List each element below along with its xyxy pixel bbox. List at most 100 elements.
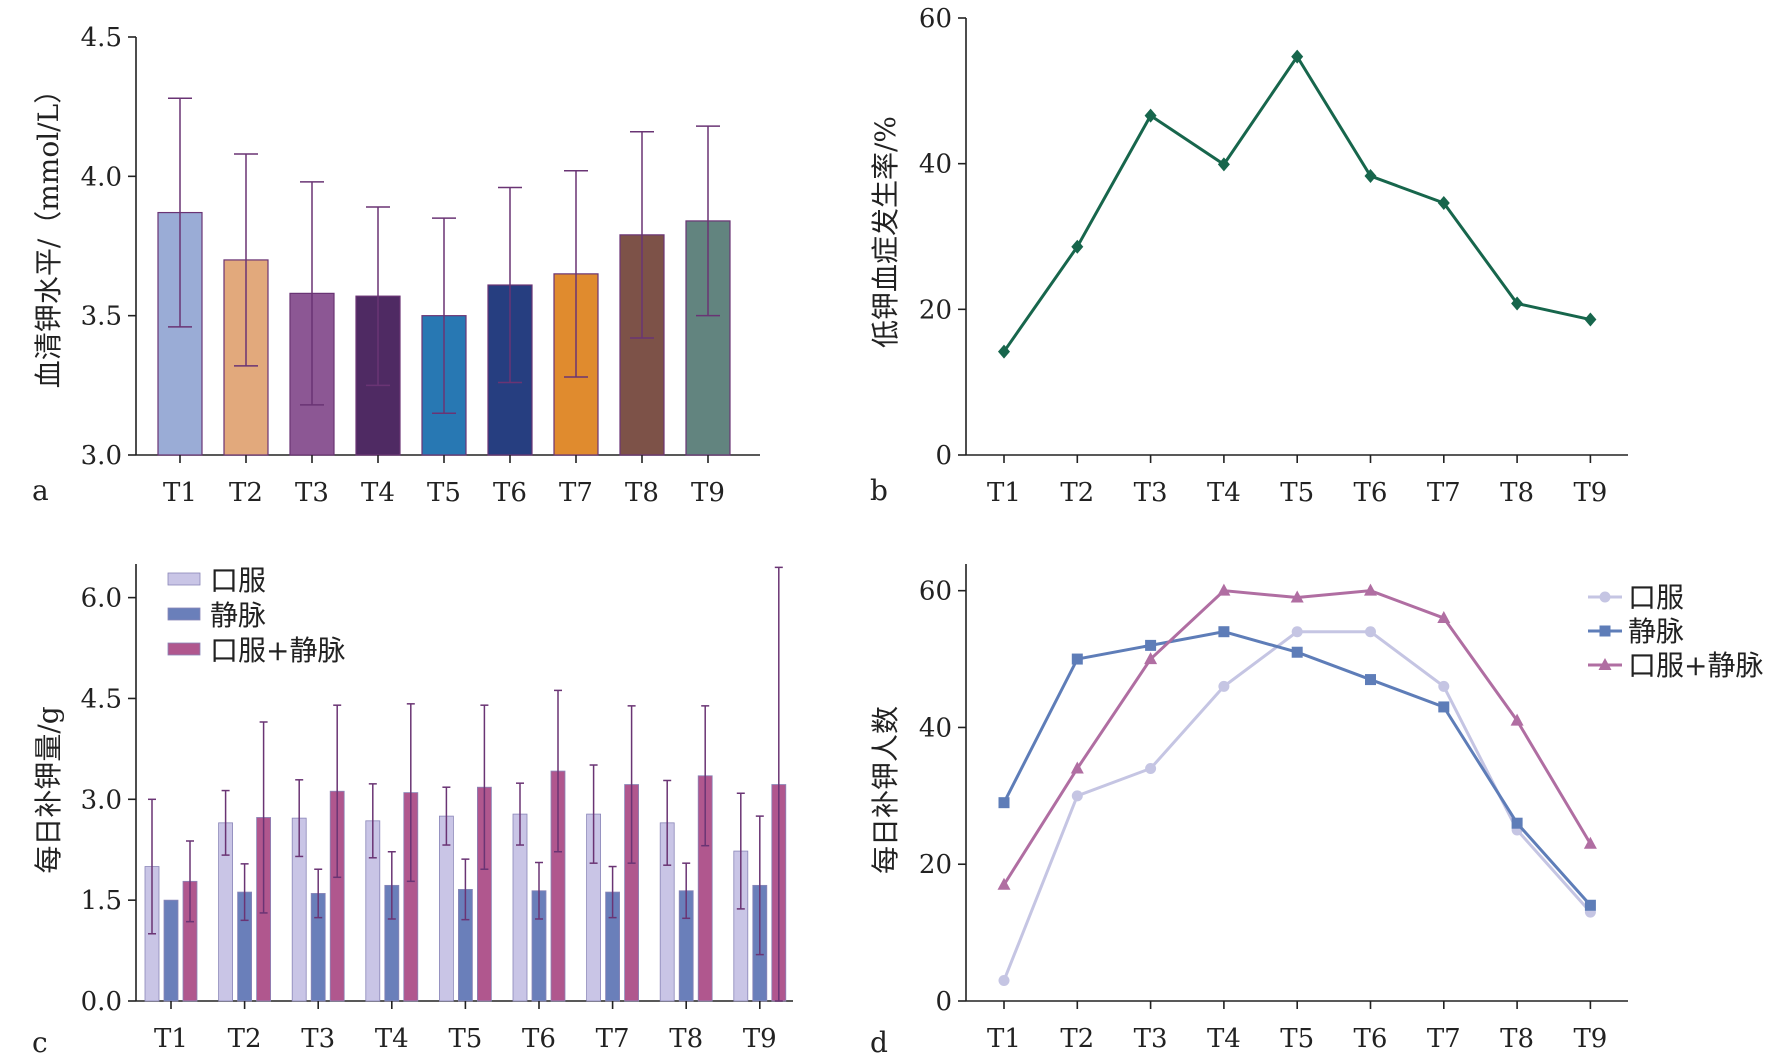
panel-d-y-tick-label: 20 (919, 850, 952, 880)
panel-c-bar-series1-T1 (163, 899, 179, 1002)
panel-a-x-tick-label: T4 (361, 478, 395, 508)
panel-c-y-tick-label: 0.0 (81, 987, 122, 1017)
panel-b-x-tick-label: T4 (1207, 478, 1241, 508)
panel-c-legend-label-2: 口服+静脉 (210, 634, 345, 667)
panel-d-point-series2-T2 (1070, 761, 1084, 774)
panel-a-x-tick-label: T2 (229, 478, 263, 508)
panel-c-x-tick-label: T9 (743, 1024, 777, 1054)
panel-d-point-series1-T5 (1291, 646, 1303, 658)
panel-b-y-tick-label: 60 (919, 4, 952, 34)
panel-b-y-axis-label: 低钾血症发生率/% (869, 116, 902, 348)
panel-c-y-tick-label: 4.5 (81, 684, 122, 714)
panel-d-y-tick-label: 60 (919, 577, 952, 607)
panel-d-x-tick-label: T1 (987, 1024, 1021, 1054)
panel-c-legend-swatch-0 (167, 572, 201, 586)
panel-b-y-tick-label: 0 (935, 441, 952, 471)
panel-d-x-tick-label: T7 (1427, 1024, 1461, 1054)
panel-b-point-T4 (1217, 157, 1230, 172)
panel-d-point-series1-T7 (1438, 701, 1450, 713)
panel-a-label: a (32, 474, 49, 507)
panel-b-point-T7 (1437, 195, 1450, 210)
panel-b-x-tick-label: T9 (1573, 478, 1607, 508)
panel-d-point-series0-T6 (1365, 626, 1376, 638)
panel-b-x-tick-label: T2 (1060, 478, 1094, 508)
panel-a-x-tick-label: T6 (493, 478, 527, 508)
panel-a-y-tick-label: 4.5 (81, 23, 122, 53)
panel-a-x-tick-label: T8 (625, 478, 659, 508)
panel-b-x-tick-label: T3 (1134, 478, 1168, 508)
panel-d-y-tick-label: 0 (935, 987, 952, 1017)
panel-a-x-tick-label: T1 (163, 478, 197, 508)
panel-d-point-series2-T7 (1437, 611, 1451, 624)
panel-d-y-axis-label: 每日补钾人数 (869, 706, 902, 874)
panel-a-y-tick-label: 4.0 (81, 162, 122, 192)
panel-d-point-series0-T5 (1291, 626, 1303, 638)
panel-d-legend-marker-0 (1599, 591, 1611, 603)
panel-d-point-series2-T5 (1290, 590, 1304, 603)
panel-b-label: b (870, 474, 888, 507)
panel-b-point-T5 (1291, 49, 1304, 64)
panel-c-y-tick-label: 3.0 (81, 785, 122, 815)
panel-b-x-tick-label: T8 (1500, 478, 1534, 508)
panel-d-point-series0-T4 (1218, 680, 1230, 692)
panel-d-point-series2-T4 (1217, 583, 1231, 596)
panel-b-x-tick-label: T1 (987, 478, 1021, 508)
panel-d-point-series0-T3 (1145, 762, 1157, 774)
panel-d-x-tick-label: T9 (1573, 1024, 1607, 1054)
panel-d-legend-marker-2 (1598, 658, 1612, 670)
panel-b-series-line (1002, 53, 1591, 353)
panel-d-point-series2-T3 (1144, 652, 1158, 665)
panel-c-x-tick-label: T2 (228, 1024, 262, 1054)
panel-a-y-axis-label: 血清钾水平/（mmol/L） (32, 76, 65, 388)
panel-b-x-tick-label: T6 (1354, 478, 1388, 508)
panel-c-legend-label-0: 口服 (210, 564, 266, 597)
panel-c-legend-swatch-2 (167, 642, 201, 656)
panel-d-point-series1-T2 (1071, 653, 1083, 665)
panel-c-x-tick-label: T6 (522, 1024, 556, 1054)
panel-c-legend-label-1: 静脉 (210, 599, 266, 632)
panel-a-y-tick-label: 3.5 (81, 302, 122, 332)
panel-b-point-T8 (1511, 296, 1524, 311)
panel-a-y-tick-label: 3.0 (81, 441, 122, 471)
panel-d-point-series1-T4 (1218, 626, 1230, 638)
panel-d-label: d (870, 1026, 888, 1058)
panel-d-point-series2-T1 (997, 877, 1011, 890)
panel-b-point-T9 (1584, 312, 1597, 327)
panel-d-point-series1-T1 (998, 797, 1010, 809)
panel-c-legend-swatch-1 (167, 607, 201, 621)
panel-c-x-tick-label: T7 (596, 1024, 630, 1054)
panel-d-point-series1-T9 (1584, 899, 1596, 911)
panel-d-point-series1-T3 (1145, 639, 1157, 651)
panel-d-series-line-0 (1002, 630, 1592, 982)
panel-d-x-tick-label: T8 (1500, 1024, 1534, 1054)
panel-b-point-T2 (1071, 239, 1084, 254)
panel-c-y-tick-label: 1.5 (81, 886, 122, 916)
panel-b-x-tick-label: T5 (1280, 478, 1314, 508)
panel-d-legend-label-1: 静脉 (1628, 615, 1684, 648)
panel-d-x-tick-label: T3 (1134, 1024, 1168, 1054)
panel-c-x-tick-label: T1 (154, 1024, 188, 1054)
panel-b-hypokalemia-rate-line-chart: b 低钾血症发生率/% 0 20 40 60 T1 T2 T3 T4 T5 T6 T7 T8 T9 (869, 4, 1628, 508)
panel-a-x-tick-label: T5 (427, 478, 461, 508)
panel-c-y-axis-label: 每日补钾量/g (32, 706, 65, 873)
panel-d-x-tick-label: T4 (1207, 1024, 1241, 1054)
panel-d-point-series0-T1 (998, 974, 1010, 986)
panel-d-point-series0-T7 (1438, 680, 1450, 692)
panel-d-legend-marker-1 (1599, 625, 1611, 637)
panel-d-point-series1-T8 (1511, 817, 1523, 829)
panel-b-point-T6 (1364, 169, 1377, 184)
panel-d-point-series2-T8 (1510, 713, 1524, 726)
panel-d-legend-label-2: 口服+静脉 (1628, 649, 1763, 682)
panel-d-legend-label-0: 口服 (1628, 581, 1684, 614)
panel-b-y-tick-label: 20 (919, 295, 952, 325)
panel-c-x-tick-label: T8 (669, 1024, 703, 1054)
panel-d-y-tick-label: 40 (919, 713, 952, 743)
panel-c-label: c (32, 1026, 48, 1058)
panel-d-point-series2-T6 (1364, 583, 1377, 596)
panel-d-point-series2-T9 (1583, 836, 1597, 849)
panel-c-x-tick-label: T5 (448, 1024, 482, 1054)
panel-d-series-line-1 (1002, 630, 1592, 907)
panel-a-x-tick-label: T9 (691, 478, 725, 508)
